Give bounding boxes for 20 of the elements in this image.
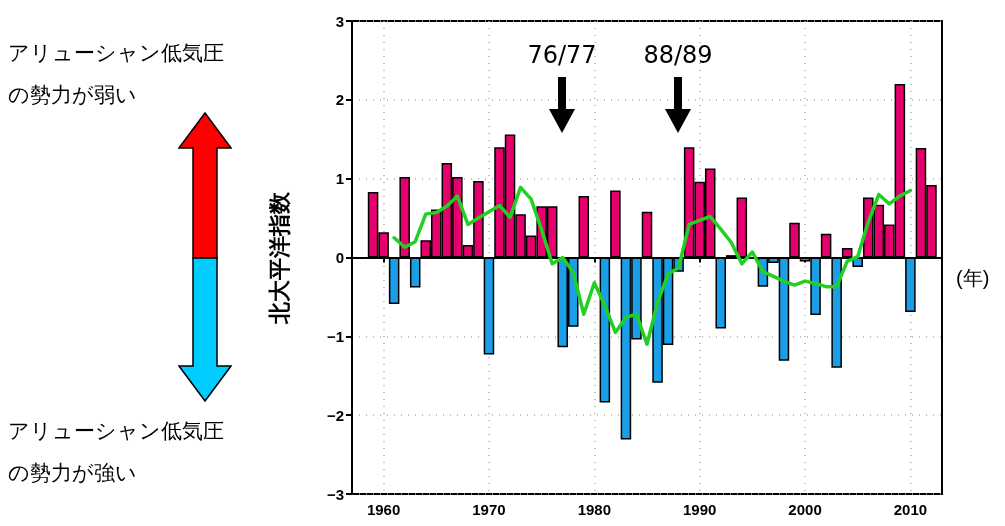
- line-series: [392, 185, 913, 346]
- y-tick-label: −2: [326, 406, 344, 424]
- annotation: 88/89: [643, 41, 713, 69]
- text: アリューシャン低気圧の勢力が強い: [8, 418, 225, 487]
- y-axis-title: 北大平洋指数: [266, 190, 292, 325]
- y-tick-label: −1: [326, 327, 344, 345]
- x-axis-title: (年): [956, 266, 990, 289]
- x-tick-label: 2010: [893, 501, 928, 518]
- x-tick-label: 1980: [577, 501, 612, 518]
- y-tick-label: 1: [335, 170, 344, 188]
- y-tick-label: −3: [326, 485, 344, 503]
- y-tick-label: 0: [335, 249, 344, 266]
- annotation: 76/77: [527, 41, 597, 69]
- x-tick-label: 2000: [788, 501, 822, 518]
- y-tick-label: 3: [335, 12, 344, 30]
- y-tick-label: 2: [335, 91, 344, 109]
- x-tick-label: 1970: [472, 501, 506, 518]
- x-tick-label: 1960: [366, 501, 401, 518]
- text: アリューシャン低気圧の勢力が弱い: [8, 40, 225, 109]
- x-tick-label: 1990: [682, 501, 717, 518]
